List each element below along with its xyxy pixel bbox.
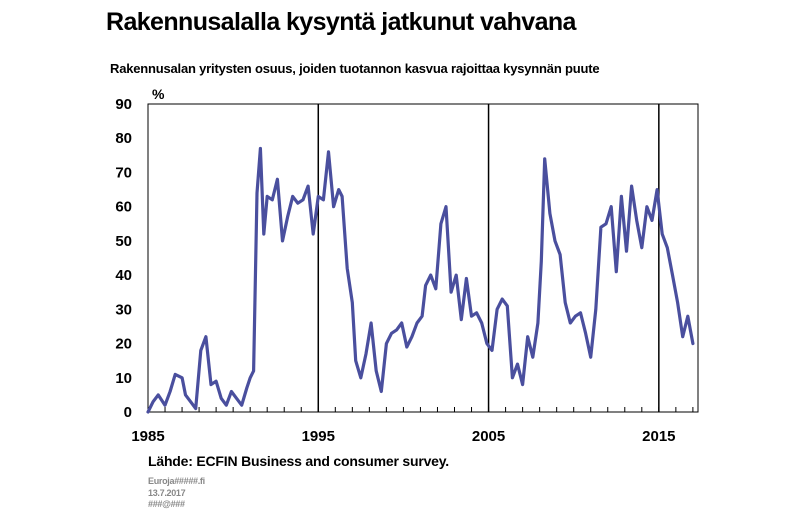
y-tick-label-60: 60 xyxy=(115,199,132,216)
plot-area-frame xyxy=(147,103,699,413)
y-tick-label-10: 10 xyxy=(115,370,132,387)
source-note: Lähde: ECFIN Business and consumer surve… xyxy=(148,453,449,469)
x-axis-tick-labels: 1985 1995 2005 2015 xyxy=(131,428,675,445)
y-tick-label-50: 50 xyxy=(115,233,132,250)
y-tick-label-90: 90 xyxy=(115,96,132,113)
y-tick-label-0: 0 xyxy=(124,404,132,421)
meta-line-1: Euroja#####.fi xyxy=(148,476,205,486)
y-axis-tick-labels: 0 10 20 30 40 50 60 70 80 90 xyxy=(115,96,132,421)
x-tick-label-1995: 1995 xyxy=(302,428,335,445)
meta-line-3: ###@### xyxy=(148,499,185,509)
y-unit-label: % xyxy=(152,86,165,102)
y-tick-label-80: 80 xyxy=(115,130,132,147)
x-tick-label-2015: 2015 xyxy=(642,428,675,445)
y-tick-label-20: 20 xyxy=(115,336,132,353)
x-tick-label-2005: 2005 xyxy=(472,428,505,445)
x-tick-label-1985: 1985 xyxy=(131,428,164,445)
series-line xyxy=(146,146,695,414)
chart-title: Rakennusalalla kysyntä jatkunut vahvana xyxy=(106,8,576,36)
meta-line-2: 13.7.2017 xyxy=(148,488,186,498)
y-tick-label-30: 30 xyxy=(115,301,132,318)
y-tick-label-70: 70 xyxy=(115,164,132,181)
y-tick-label-40: 40 xyxy=(115,267,132,284)
x-axis-ticks xyxy=(147,407,694,412)
vertical-gridlines xyxy=(317,104,660,412)
chart-subtitle: Rakennusalan yritysten osuus, joiden tuo… xyxy=(110,61,600,76)
